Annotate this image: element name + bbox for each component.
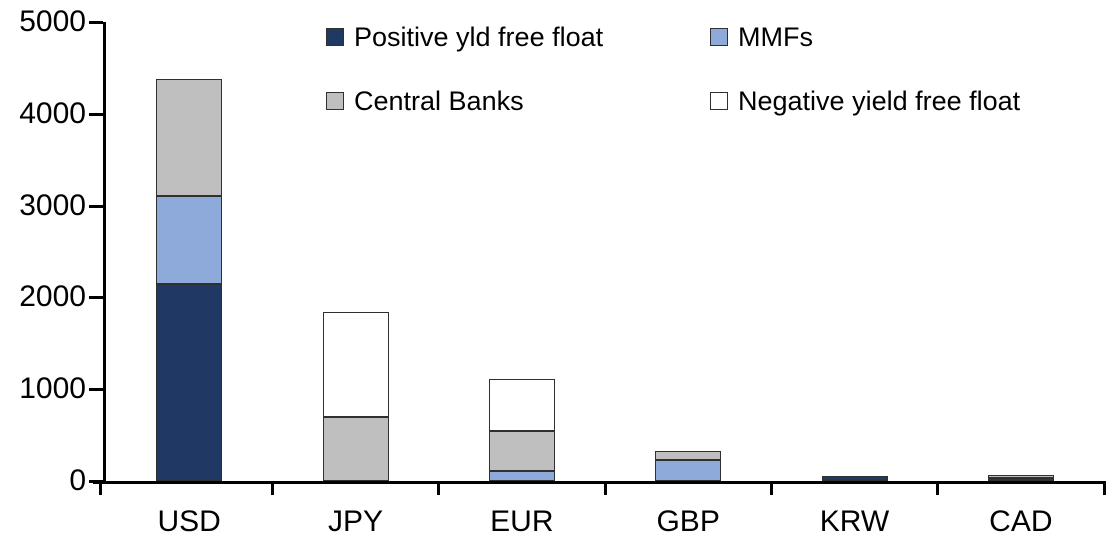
x-axis-tick [1102, 481, 1106, 495]
x-axis-category-label: EUR [490, 505, 554, 538]
bar-segment-GBP-central-banks [655, 450, 722, 460]
x-axis-line [93, 481, 1106, 484]
legend-item-label: MMFs [738, 22, 813, 52]
bar-segment-USD-positive-yld-free-float [156, 283, 223, 481]
legend-item: Negative yield free float [710, 86, 1020, 116]
bar-segment-JPY-negative-yield-free-float [322, 312, 389, 417]
y-axis-tick-label: 5000 [19, 5, 86, 38]
x-axis-category-label: USD [157, 505, 221, 538]
y-axis-tick-label: 0 [69, 464, 86, 497]
legend-color-swatch [326, 92, 344, 110]
bar-segment-EUR-negative-yield-free-float [488, 379, 555, 432]
legend-item-label: Central Banks [354, 86, 524, 116]
x-axis-category-label: CAD [989, 505, 1053, 538]
bar-segment-JPY-central-banks [322, 416, 389, 481]
bar-segment-CAD-positive-yld-free-float [987, 478, 1054, 481]
y-axis-line [103, 22, 106, 484]
bar-segment-USD-central-banks [156, 78, 223, 197]
bar-segment-USD-mmfs [156, 196, 223, 284]
legend-item-label: Negative yield free float [738, 86, 1021, 116]
y-axis-tick-label: 3000 [19, 188, 86, 222]
bar-segment-EUR-central-banks [488, 431, 555, 471]
y-axis-tick-label: 1000 [19, 372, 86, 406]
legend-color-swatch [710, 28, 728, 46]
x-axis-category-label: JPY [327, 505, 384, 538]
legend-item: Positive yld free float [326, 22, 603, 52]
legend-color-swatch [710, 92, 728, 110]
x-axis-category-label: GBP [656, 505, 720, 538]
y-axis-tick [89, 204, 103, 208]
legend-color-swatch [326, 28, 344, 46]
x-axis-tick [769, 481, 773, 495]
x-axis-tick [437, 481, 441, 495]
y-axis-tick-label: 2000 [19, 280, 86, 314]
bar-segment-GBP-mmfs [655, 459, 722, 481]
x-axis-tick [603, 481, 607, 495]
legend-item-label: Positive yld free float [354, 22, 604, 52]
legend-item: Central Banks [326, 86, 524, 116]
y-axis-tick-label: 4000 [19, 96, 86, 130]
y-axis-tick [89, 388, 103, 392]
x-axis-tick [98, 481, 102, 495]
x-axis-category-label: KRW [819, 505, 890, 538]
y-axis-tick [89, 21, 103, 24]
bar-segment-CAD-central-banks [987, 475, 1054, 479]
legend-item: MMFs [710, 22, 813, 52]
bar-segment-KRW-positive-yld-free-float [821, 476, 888, 481]
y-axis-tick [89, 296, 103, 300]
bar-segment-EUR-mmfs [488, 470, 555, 481]
x-axis-tick [936, 481, 940, 495]
x-axis-tick [270, 481, 274, 495]
y-axis-tick [89, 480, 103, 483]
y-axis-tick [89, 112, 103, 116]
